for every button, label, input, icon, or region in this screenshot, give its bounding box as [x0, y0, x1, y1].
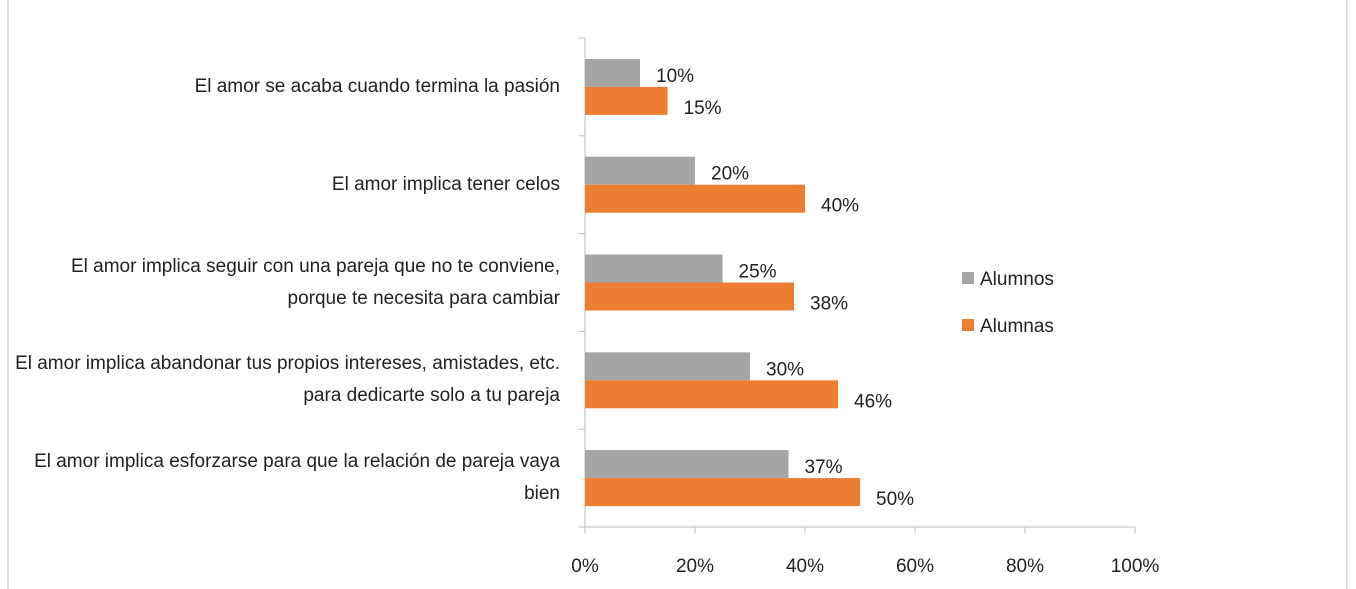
data-label: 40%: [821, 196, 859, 217]
data-label: 30%: [766, 359, 804, 380]
category-label: El amor implica seguir con una pareja qu…: [70, 255, 560, 309]
data-label: 38%: [810, 294, 848, 315]
data-label: 20%: [711, 164, 749, 185]
bar: [585, 478, 860, 507]
legend-swatch: [962, 319, 974, 331]
data-label: 10%: [656, 66, 694, 87]
x-tick-label: 80%: [1006, 556, 1044, 577]
bar: [585, 380, 838, 409]
category-label: El amor implica abandonar tus propios in…: [15, 353, 560, 407]
data-label: 50%: [876, 489, 914, 510]
bar: [585, 282, 794, 311]
legend-label: Alumnas: [980, 316, 1054, 337]
x-tick-label: 60%: [896, 556, 934, 577]
data-label: 25%: [739, 262, 777, 283]
x-tick-label: 0%: [571, 556, 599, 577]
legend-label: Alumnos: [980, 269, 1054, 290]
x-tick-label: 40%: [786, 556, 824, 577]
bar: [585, 184, 805, 213]
bar: [585, 450, 789, 479]
category-label: El amor se acaba cuando termina la pasió…: [194, 75, 560, 97]
bar: [585, 352, 750, 381]
x-tick-label: 20%: [676, 556, 714, 577]
bar: [585, 254, 723, 283]
category-label: El amor implica esforzarse para que la r…: [34, 451, 560, 505]
data-label: 15%: [684, 98, 722, 119]
bar: [585, 58, 640, 87]
legend-swatch: [962, 272, 974, 284]
category-label: El amor implica tener celos: [331, 173, 560, 195]
bar: [585, 156, 695, 185]
x-tick-label: 100%: [1111, 556, 1160, 577]
data-label: 46%: [854, 391, 892, 412]
bar: [585, 86, 668, 115]
data-label: 37%: [805, 457, 843, 478]
